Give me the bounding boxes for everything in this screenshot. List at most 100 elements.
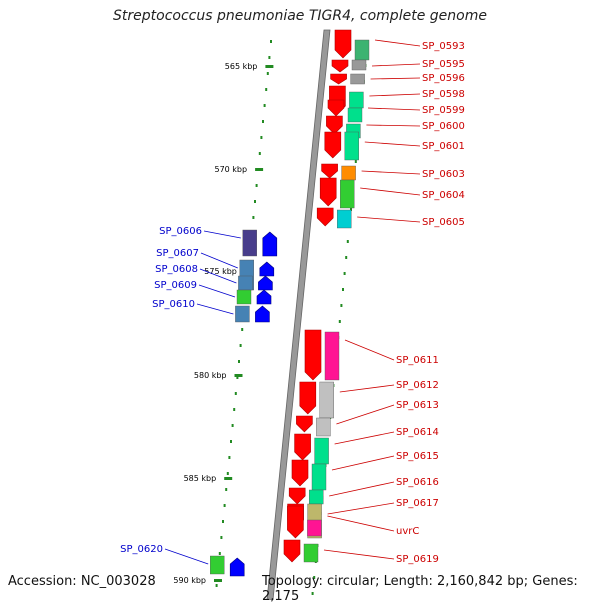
track-dot-left <box>263 104 266 107</box>
label-connector <box>331 455 395 471</box>
track-dot-right <box>313 576 316 579</box>
label-connector <box>336 404 395 425</box>
label-connector <box>327 515 395 532</box>
cog-color-box <box>309 489 324 505</box>
track-dot-left <box>218 552 221 555</box>
cog-color-box <box>235 305 250 323</box>
genome-backbone <box>266 29 331 600</box>
scale-tick-label: 565 kbp <box>225 62 258 71</box>
cog-color-box <box>350 73 365 85</box>
track-dot-left <box>238 360 240 363</box>
reverse-gene-label: SP_0620 <box>120 544 163 555</box>
track-dot-left <box>260 136 263 139</box>
cog-color-box <box>337 209 352 229</box>
cog-color-box <box>236 289 252 305</box>
track-dot-right <box>346 240 349 243</box>
cog-color-box <box>344 131 359 161</box>
forward-gene-arrow <box>296 415 313 433</box>
label-connector <box>374 39 421 47</box>
label-connector <box>357 216 421 223</box>
scale-tick <box>265 65 274 68</box>
track-dot-right <box>354 160 357 163</box>
cog-color-box <box>314 437 329 465</box>
label-connector <box>366 124 421 127</box>
track-dot-left <box>255 184 258 187</box>
forward-gene-arrow <box>330 73 347 85</box>
forward-gene-label: SP_0605 <box>422 217 465 228</box>
track-dot-right <box>338 320 341 323</box>
reverse-gene-arrow <box>255 305 270 323</box>
reverse-gene-arrow <box>259 261 275 277</box>
label-connector <box>327 502 395 515</box>
reverse-gene-label: SP_0606 <box>159 226 202 237</box>
label-connector <box>200 252 238 269</box>
forward-gene-arrow <box>324 131 342 159</box>
forward-gene-arrow <box>334 29 352 59</box>
reverse-gene-arrow <box>256 289 272 305</box>
track-dot-left <box>252 216 255 219</box>
reverse-gene-label: SP_0608 <box>155 264 198 275</box>
track-dot-left <box>231 424 234 427</box>
forward-gene-arrow <box>326 115 343 135</box>
reverse-gene-label: SP_0610 <box>152 299 195 310</box>
scale-tick-label: 585 kbp <box>184 474 217 483</box>
scale-tick <box>255 168 264 171</box>
track-dot-right <box>350 208 352 211</box>
track-dot-left <box>225 488 228 491</box>
forward-gene-arrow <box>319 177 337 207</box>
track-dot-left <box>268 56 271 59</box>
track-dot-left <box>241 328 244 331</box>
label-connector <box>198 284 236 298</box>
label-connector <box>199 268 237 284</box>
forward-gene-label: SP_0617 <box>396 498 439 509</box>
label-connector <box>344 339 395 361</box>
track-dot-left <box>233 408 236 411</box>
reverse-gene-label: SP_0609 <box>154 280 197 291</box>
track-dot-left <box>254 200 256 203</box>
forward-gene-arrow <box>299 381 317 415</box>
forward-gene-arrow <box>287 505 304 539</box>
label-connector <box>370 77 421 80</box>
reverse-gene-arrow <box>262 231 278 257</box>
track-dot-right <box>311 592 314 595</box>
scale-tick-label: 590 kbp <box>173 576 206 585</box>
forward-gene-label: SP_0593 <box>422 41 465 52</box>
scale-tick <box>214 579 222 582</box>
cog-color-box <box>354 39 370 61</box>
forward-gene-arrow <box>283 539 301 563</box>
reverse-gene-label: SP_0607 <box>156 248 199 259</box>
label-connector <box>369 93 421 97</box>
track-dot-right <box>343 272 346 275</box>
forward-gene-label: SP_0603 <box>422 169 465 180</box>
forward-gene-label: SP_0599 <box>422 105 465 116</box>
track-dot-left <box>215 584 218 587</box>
label-connector <box>164 548 209 565</box>
track-dot-left <box>230 440 232 443</box>
label-connector <box>334 431 395 445</box>
cog-color-box <box>324 331 340 381</box>
scale-tick <box>234 374 243 377</box>
label-connector <box>203 230 241 239</box>
cog-color-box <box>238 275 253 291</box>
forward-gene-label: SP_0619 <box>396 554 439 565</box>
cog-color-box <box>311 463 327 491</box>
reverse-gene-arrow <box>258 275 273 291</box>
cog-color-box <box>351 59 367 71</box>
track-dot-right <box>345 256 348 259</box>
cog-color-box <box>340 179 355 209</box>
genome-title: Streptococcus pneumoniae TIGR4, complete… <box>113 8 487 24</box>
cog-color-box <box>319 381 334 419</box>
track-dot-left <box>226 472 229 475</box>
cog-color-box <box>242 229 258 257</box>
cog-color-box <box>347 107 363 123</box>
scale-tick-label: 580 kbp <box>194 371 227 380</box>
forward-gene-arrow <box>291 459 309 487</box>
cog-color-box <box>209 555 225 575</box>
forward-gene-label: SP_0600 <box>422 121 465 132</box>
label-connector <box>360 187 421 196</box>
label-connector <box>371 63 421 67</box>
track-dot-left <box>222 520 224 523</box>
track-dot-left <box>223 504 226 507</box>
forward-gene-arrow <box>331 59 349 73</box>
